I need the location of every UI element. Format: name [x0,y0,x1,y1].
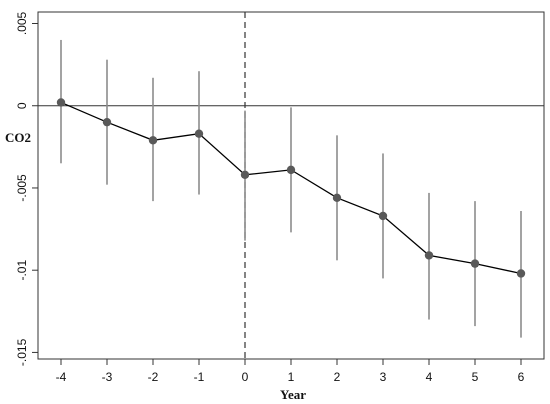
x-axis-ticks: -4 -3 -2 -1 0 1 2 3 4 5 6 [56,359,525,384]
data-point [194,129,204,138]
y-axis-title: CO2 [5,130,31,145]
data-point [148,136,158,145]
data-point [332,193,342,203]
x-tick-label: -2 [148,370,159,384]
x-tick-label: 5 [472,370,479,384]
y-tick-label: -.015 [15,338,29,366]
x-tick-label: -1 [194,370,205,384]
y-tick-label: -.005 [15,174,29,202]
data-point [516,269,526,278]
data-point [470,259,480,268]
x-tick-label: 1 [288,370,295,384]
confidence-intervals [60,39,522,338]
data-point [102,117,112,127]
x-tick-label: 4 [426,370,433,384]
point-estimates [56,98,526,278]
y-axis-ticks: .005 0 -.005 -.01 -.015 [15,12,38,366]
x-tick-label: 0 [242,370,249,384]
x-tick-label: 3 [380,370,387,384]
x-tick-label: -4 [56,370,67,384]
y-tick-label: 0 [15,102,29,109]
x-tick-label: 2 [334,370,341,384]
data-point [424,251,434,260]
data-point [286,165,296,175]
data-point [56,98,66,107]
x-axis-title: Year [280,387,306,402]
data-point [378,211,388,221]
x-tick-label: -3 [102,370,113,384]
y-tick-label: -.01 [15,260,29,281]
data-point [240,170,250,180]
x-tick-label: 6 [518,370,525,384]
y-tick-label: .005 [15,12,29,36]
